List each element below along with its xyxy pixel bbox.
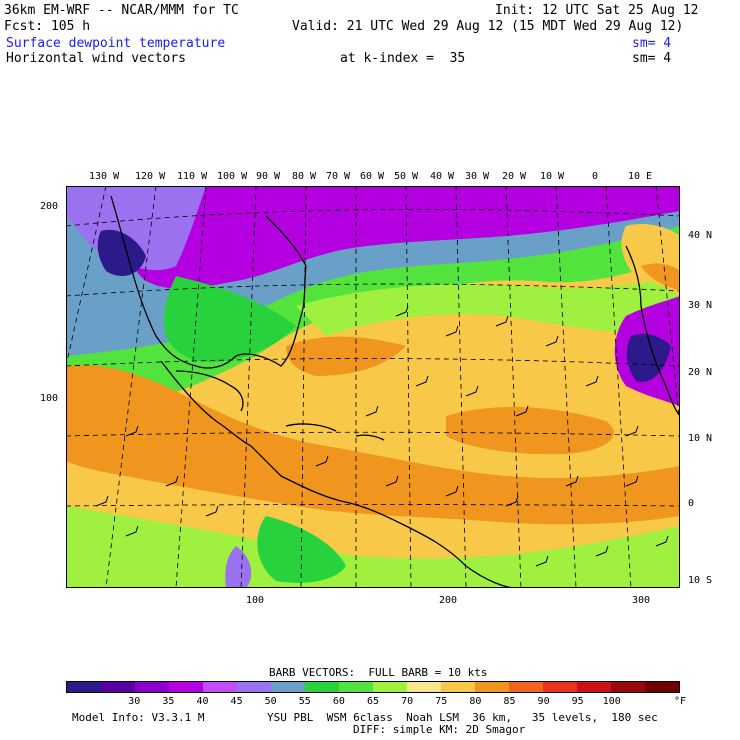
lon-label: 10 E: [628, 171, 653, 182]
barb-legend-title: BARB VECTORS: FULL BARB = 10 kts: [269, 666, 488, 679]
dewpoint-map: [66, 186, 680, 588]
lon-label: 70 W: [326, 171, 351, 182]
lon-label: 0: [592, 171, 599, 182]
lon-label: 40 W: [430, 171, 455, 182]
k-index: at k-index = 35: [340, 51, 466, 66]
color-bar-label: 90: [537, 696, 550, 707]
color-bar-swatch: [373, 682, 407, 692]
lat-label: 20 N: [688, 367, 713, 378]
init-time: Init: 12 UTC Sat 25 Aug 12: [495, 3, 699, 18]
color-bar-swatch: [475, 682, 509, 692]
color-bar-label: 55: [298, 696, 311, 707]
color-bar-swatch: [407, 682, 441, 692]
color-bar-swatch: [577, 682, 611, 692]
color-bar-label: 60: [332, 696, 345, 707]
dewpoint-color-bar: [66, 681, 680, 693]
color-bar-swatch: [611, 682, 645, 692]
lat-label: 10 S: [688, 575, 713, 586]
lon-label: 90 W: [256, 171, 281, 182]
grid-label-bottom: 100: [246, 595, 265, 606]
model-title: 36km EM-WRF -- NCAR/MMM for TC: [4, 3, 239, 18]
color-bar-label: 75: [435, 696, 448, 707]
color-bar-label: 65: [367, 696, 380, 707]
color-bar-label: 100: [602, 696, 621, 707]
field-wind: Horizontal wind vectors: [6, 51, 187, 66]
color-bar-swatch: [441, 682, 475, 692]
color-bar-swatch: [203, 682, 237, 692]
color-bar-label: 45: [230, 696, 243, 707]
grid-label-bottom: 300: [632, 595, 651, 606]
grid-label-left: 200: [40, 201, 59, 212]
field-dewpoint: Surface dewpoint temperature: [6, 36, 226, 51]
color-bar-unit: °F: [674, 696, 687, 707]
color-bar-label: 80: [469, 696, 482, 707]
color-bar-swatch: [67, 682, 101, 692]
color-bar-label: 95: [571, 696, 584, 707]
smoothing-2: sm= 4: [632, 51, 672, 66]
diffusion-config: DIFF: simple KM: 2D Smagor: [353, 723, 526, 736]
lon-label: 10 W: [540, 171, 565, 182]
color-bar-swatch: [169, 682, 203, 692]
color-bar-swatch: [543, 682, 577, 692]
color-bar-swatch: [135, 682, 169, 692]
color-bar-label: 40: [196, 696, 209, 707]
color-bar-swatch: [305, 682, 339, 692]
smoothing-1: sm= 4: [632, 36, 672, 51]
color-bar-swatch: [339, 682, 373, 692]
valid-time: Valid: 21 UTC Wed 29 Aug 12 (15 MDT Wed …: [292, 19, 684, 34]
lon-label: 60 W: [360, 171, 385, 182]
color-bar-swatch: [271, 682, 305, 692]
lat-label: 40 N: [688, 230, 713, 241]
lat-label: 30 N: [688, 300, 713, 311]
lon-label: 110 W: [177, 171, 208, 182]
lon-label: 80 W: [292, 171, 317, 182]
lon-label: 120 W: [135, 171, 166, 182]
grid-label-bottom: 200: [439, 595, 458, 606]
color-bar-label: 85: [503, 696, 516, 707]
color-bar-swatch: [645, 682, 679, 692]
color-bar-swatch: [509, 682, 543, 692]
color-bar-label: 35: [162, 696, 175, 707]
color-bar-swatch: [101, 682, 135, 692]
color-bar-label: 30: [128, 696, 141, 707]
color-bar-label: 50: [264, 696, 277, 707]
lon-label: 30 W: [465, 171, 490, 182]
lon-label: 100 W: [217, 171, 248, 182]
model-info: Model Info: V3.3.1 M: [72, 711, 205, 724]
color-bar-swatch: [237, 682, 271, 692]
physics-config: YSU PBL WSM 6class Noah LSM 36 km, 35 le…: [267, 711, 658, 724]
color-bar-label: 70: [401, 696, 414, 707]
forecast-hour: Fcst: 105 h: [4, 19, 91, 34]
grid-label-left: 100: [40, 393, 59, 404]
lon-label: 130 W: [89, 171, 120, 182]
lat-label: 10 N: [688, 433, 713, 444]
lat-label: 0: [688, 498, 695, 509]
lon-label: 20 W: [502, 171, 527, 182]
lon-label: 50 W: [394, 171, 419, 182]
